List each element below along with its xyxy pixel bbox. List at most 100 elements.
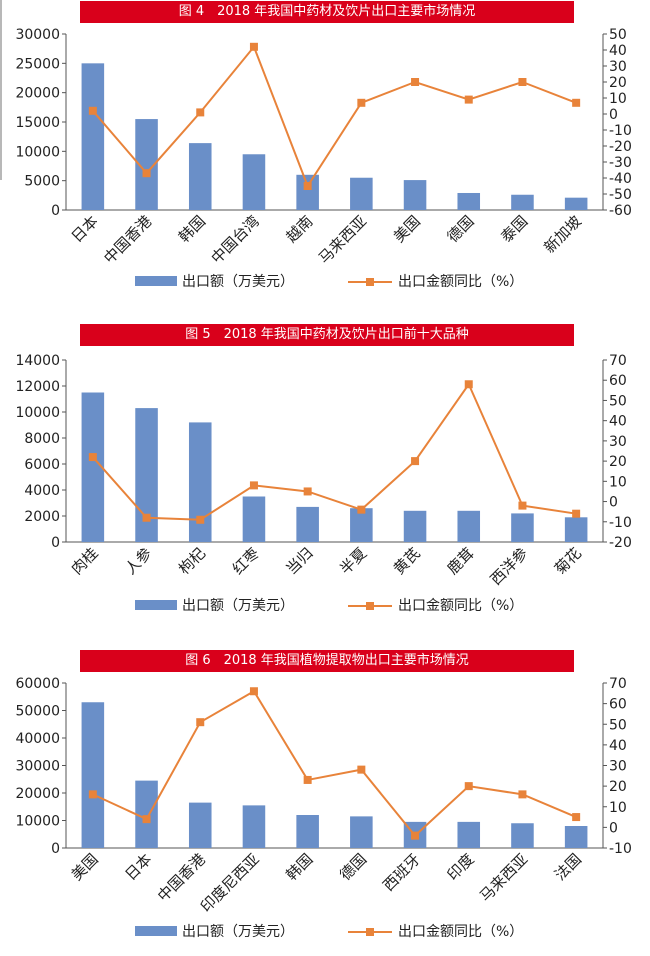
y-tick-label-right: 20 <box>609 779 627 795</box>
y-tick-label-left: 8000 <box>24 431 60 447</box>
y-tick-label-right: 30 <box>609 759 627 775</box>
x-tick-label: 枸杞 <box>175 544 209 578</box>
x-tick-label: 西班牙 <box>379 850 424 895</box>
legend-swatch-bar <box>135 276 177 286</box>
legend-label-line: 出口金额同比（%） <box>398 598 523 614</box>
bar <box>457 192 481 210</box>
line-point <box>303 775 312 784</box>
y-tick-label-left: 2000 <box>24 509 60 525</box>
line-point <box>411 78 420 86</box>
line-point <box>357 505 366 514</box>
legend-swatch-marker <box>366 928 374 936</box>
y-tick-label-left: 6000 <box>24 457 60 473</box>
line-point <box>142 513 151 522</box>
line-point <box>88 453 97 462</box>
x-tick-label: 日本 <box>68 212 102 246</box>
bar <box>242 496 266 542</box>
bar <box>350 177 373 210</box>
y-tick-label-left: 4000 <box>24 483 60 499</box>
y-tick-label-right: -50 <box>609 187 632 203</box>
page-edge-mark <box>0 0 2 180</box>
y-tick-label-right: 0 <box>609 820 618 836</box>
bar <box>81 702 105 848</box>
chart-title: 图 6 2018 年我国植物提取物出口主要市场情况 <box>80 650 574 672</box>
chart-panel-fig6: 图 6 2018 年我国植物提取物出口主要市场情况 0 10000 20000 300… <box>0 645 650 956</box>
line-point <box>464 380 473 389</box>
line-point <box>303 182 312 190</box>
line-point <box>88 790 97 799</box>
x-tick-label: 法国 <box>551 850 585 884</box>
y-tick-label-right: 10 <box>609 91 627 107</box>
y-tick-label-right: 20 <box>609 454 627 470</box>
y-tick-label-right: -20 <box>609 139 632 155</box>
series-line <box>92 44 577 189</box>
x-tick-label: 越南 <box>283 212 317 246</box>
y-tick-label-right: -20 <box>609 535 632 551</box>
line-point <box>196 718 205 727</box>
bar <box>188 143 212 210</box>
x-tick-label: 中国香港 <box>154 850 209 905</box>
x-tick-label: 美国 <box>390 212 424 246</box>
line-point <box>572 98 581 107</box>
legend-label-bar: 出口额（万美元） <box>182 598 294 614</box>
bar <box>564 517 588 542</box>
y-tick-label-left: 20000 <box>15 786 60 802</box>
legend-label-bar: 出口额（万美元） <box>182 274 294 290</box>
line-point <box>357 98 366 107</box>
x-tick-label: 新加坡 <box>540 212 585 257</box>
y-tick-label-left: 30000 <box>15 27 60 43</box>
series-line <box>92 382 577 521</box>
chart-svg-fig4: 050001000015000200002500030000-60-50-40-… <box>15 27 632 290</box>
bar <box>564 197 588 210</box>
y-tick-label-right: 40 <box>609 43 627 59</box>
x-tick-label: 印度尼西亚 <box>197 850 263 916</box>
y-tick-label-left: 15000 <box>15 115 60 131</box>
y-tick-label-right: -30 <box>609 155 632 171</box>
y-tick-label-left: 25000 <box>15 56 60 72</box>
x-tick-label: 菊花 <box>551 544 585 578</box>
line-point <box>142 169 151 178</box>
bar <box>511 513 534 542</box>
bar <box>296 815 319 848</box>
x-tick-label: 半夏 <box>336 544 370 578</box>
y-tick-label-left: 5000 <box>24 174 60 190</box>
x-tick-label: 当归 <box>283 544 317 578</box>
y-tick-label-right: 60 <box>609 373 627 389</box>
legend-label-bar: 出口额（万美元） <box>182 924 294 940</box>
bar <box>296 506 319 542</box>
x-tick-label: 韩国 <box>283 850 317 884</box>
bar <box>564 826 588 848</box>
y-tick-label-left: 10000 <box>15 405 60 421</box>
y-tick-label-left: 0 <box>51 203 60 219</box>
legend-swatch-marker <box>366 278 374 286</box>
bar <box>135 408 158 542</box>
line-point <box>518 78 527 86</box>
x-tick-label: 马来西亚 <box>315 212 370 267</box>
y-tick-label-right: -10 <box>609 841 632 857</box>
line-point <box>196 108 205 117</box>
y-tick-label-right: 50 <box>609 27 627 43</box>
line-point <box>572 813 581 822</box>
bar <box>403 510 427 542</box>
bar <box>81 63 105 211</box>
line-point <box>411 457 420 466</box>
y-tick-label-right: 40 <box>609 414 627 430</box>
bar <box>457 821 481 848</box>
legend-swatch-bar <box>135 926 177 936</box>
bar <box>350 508 373 542</box>
y-tick-label-right: 20 <box>609 75 627 91</box>
bar <box>135 119 158 210</box>
line-point <box>464 782 473 791</box>
line-point <box>249 42 258 51</box>
x-tick-label: 人参 <box>121 544 155 578</box>
bar <box>242 805 266 848</box>
bar <box>188 802 212 848</box>
bar <box>403 180 427 210</box>
x-tick-label: 日本 <box>121 850 155 884</box>
bar <box>296 174 319 210</box>
x-tick-label: 马来西亚 <box>476 850 531 905</box>
line-point <box>411 831 420 840</box>
y-tick-label-left: 12000 <box>15 379 60 395</box>
x-tick-label: 美国 <box>68 850 102 884</box>
series-line <box>92 689 577 838</box>
